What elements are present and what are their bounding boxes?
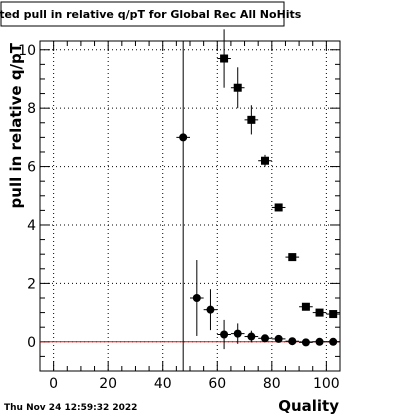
y-tick-label: 0 (27, 335, 36, 351)
data-point-square (274, 203, 283, 212)
data-point-circle (288, 337, 297, 346)
x-tick-label: 100 (313, 376, 340, 392)
data-marks (40, 29, 340, 371)
y-tick-label: 10 (18, 43, 36, 59)
x-tick-label: 40 (154, 376, 172, 392)
grid (40, 41, 340, 371)
x-tick-label: 20 (99, 376, 117, 392)
data-point-square (301, 302, 310, 311)
data-point-square (247, 115, 256, 124)
timestamp: Thu Nov 24 12:59:32 2022 (4, 403, 137, 413)
y-tick-label: 6 (27, 160, 36, 176)
data-point-circle (274, 334, 283, 343)
data-point-circle (220, 330, 229, 339)
y-tick-label: 4 (27, 218, 36, 234)
x-axis-label: Quality (278, 397, 339, 414)
data-point-circle (179, 133, 188, 142)
data-point-circle (192, 293, 201, 302)
data-point-square (233, 83, 242, 92)
data-point-square (329, 310, 338, 319)
y-tick-label: 8 (27, 101, 36, 117)
data-point-circle (247, 332, 256, 341)
chart-title-box: Fitted pull in relative q/pT for Global … (0, 1, 302, 27)
plot-frame (39, 40, 341, 372)
data-point-square (220, 54, 229, 63)
data-point-square (261, 156, 269, 165)
data-point-circle (206, 305, 215, 314)
data-point-circle (329, 337, 338, 346)
y-axis-label: pull in relative q/pT (7, 42, 25, 208)
data-point-square (288, 253, 297, 262)
data-point-circle (261, 334, 269, 343)
data-point-circle (315, 337, 324, 346)
x-tick-label: 60 (208, 376, 226, 392)
data-point-circle (233, 329, 242, 338)
y-tick-label: 2 (27, 276, 36, 292)
axes: 0 20 40 60 80 100 0 2 4 6 8 10 (18, 41, 341, 392)
data-point-circle (301, 338, 310, 347)
data-point-square (315, 308, 324, 317)
x-tick-label: 0 (49, 376, 58, 392)
x-tick-label: 80 (263, 376, 281, 392)
title-frame (0, 1, 285, 27)
chart-title: Fitted pull in relative q/pT for Global … (0, 8, 302, 21)
